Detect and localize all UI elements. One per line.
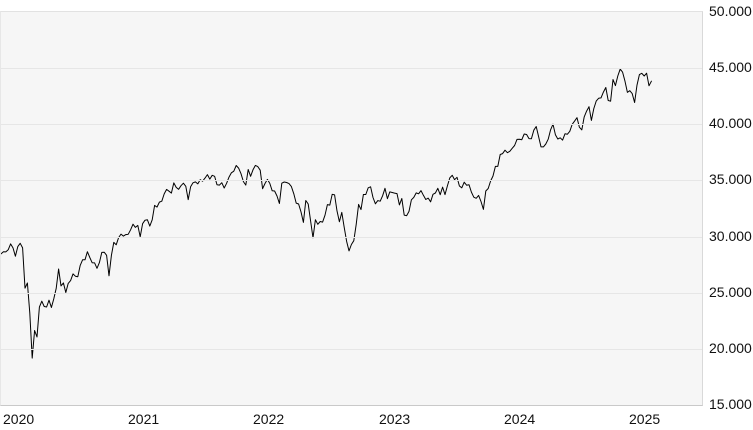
gridline xyxy=(1,293,702,294)
y-axis-label: 15.000 xyxy=(709,396,752,412)
x-axis-label: 2020 xyxy=(3,411,35,427)
x-axis-label: 2023 xyxy=(379,411,411,427)
x-axis-label: 2025 xyxy=(629,411,661,427)
gridline xyxy=(1,68,702,69)
y-axis-label: 25.000 xyxy=(709,284,752,300)
gridline xyxy=(1,124,702,125)
price-line xyxy=(1,68,652,359)
y-axis-label: 45.000 xyxy=(709,59,752,75)
gridline xyxy=(1,180,702,181)
x-axis-label: 2022 xyxy=(253,411,285,427)
y-axis-label: 35.000 xyxy=(709,171,752,187)
gridline xyxy=(1,237,702,238)
y-axis-label: 20.000 xyxy=(709,340,752,356)
y-axis-label: 30.000 xyxy=(709,228,752,244)
x-axis-label: 2021 xyxy=(128,411,160,427)
price-line-series xyxy=(1,68,652,359)
plot-area xyxy=(0,11,703,406)
y-axis-label: 50.000 xyxy=(709,3,752,19)
y-axis-label: 40.000 xyxy=(709,115,752,131)
gridline xyxy=(1,349,702,350)
x-axis-label: 2024 xyxy=(504,411,536,427)
